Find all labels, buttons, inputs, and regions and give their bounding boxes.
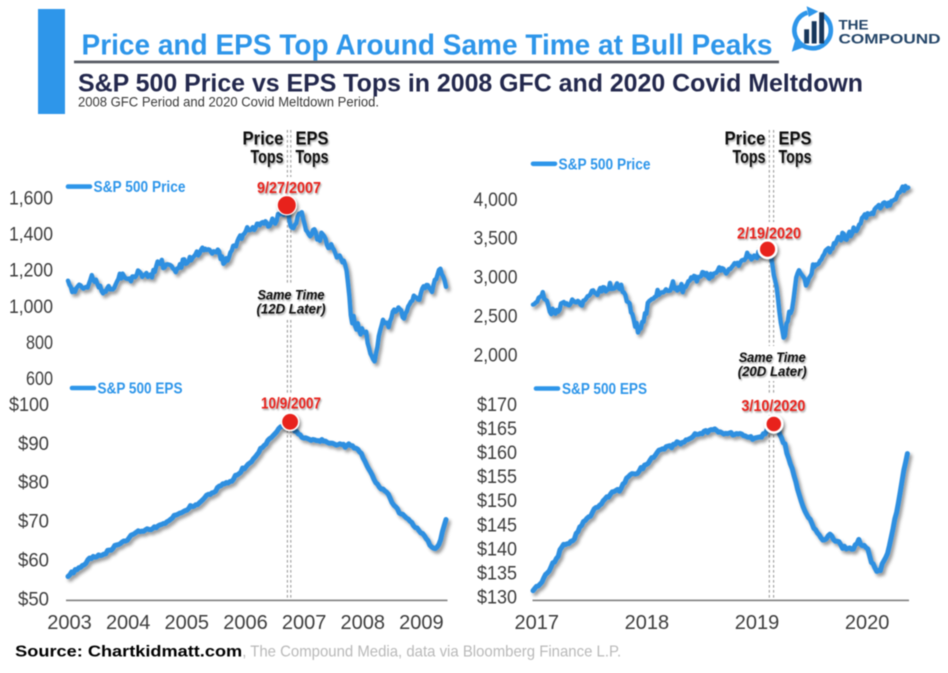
svg-text:$60: $60 — [18, 550, 49, 572]
svg-text:2019: 2019 — [735, 612, 780, 634]
svg-text:2017: 2017 — [515, 612, 560, 634]
svg-text:$135: $135 — [477, 563, 517, 585]
svg-text:$170: $170 — [477, 394, 517, 416]
svg-text:2009: 2009 — [399, 612, 444, 634]
svg-text:2018: 2018 — [625, 612, 670, 634]
svg-text:4,000: 4,000 — [474, 189, 518, 211]
svg-text:1,000: 1,000 — [9, 296, 53, 318]
svg-text:, The Compound Media, data via: , The Compound Media, data via Bloomberg… — [242, 644, 621, 661]
svg-text:$155: $155 — [477, 466, 517, 488]
svg-text:2004: 2004 — [106, 612, 151, 634]
svg-text:Tops: Tops — [779, 147, 812, 167]
svg-text:2005: 2005 — [165, 612, 210, 634]
svg-text:EPS: EPS — [296, 129, 329, 149]
svg-text:EPS: EPS — [779, 129, 812, 149]
svg-text:(12D Later): (12D Later) — [257, 302, 326, 317]
svg-text:10/9/2007: 10/9/2007 — [261, 396, 321, 413]
svg-text:$80: $80 — [18, 471, 49, 493]
svg-text:$160: $160 — [477, 442, 517, 464]
svg-text:Price: Price — [725, 129, 766, 149]
svg-text:2008 GFC Period and 2020 Covid: 2008 GFC Period and 2020 Covid Meltdown … — [78, 94, 379, 110]
svg-text:$70: $70 — [18, 510, 49, 532]
svg-text:3,500: 3,500 — [474, 228, 518, 250]
svg-text:$140: $140 — [477, 538, 517, 560]
svg-text:3/10/2020: 3/10/2020 — [741, 398, 805, 415]
svg-text:9/27/2007: 9/27/2007 — [257, 180, 321, 197]
svg-text:Tops: Tops — [251, 147, 284, 167]
svg-text:$165: $165 — [477, 418, 517, 440]
svg-text:1,600: 1,600 — [9, 188, 53, 210]
svg-text:2007: 2007 — [282, 612, 327, 634]
svg-text:800: 800 — [26, 332, 53, 354]
svg-text:$50: $50 — [18, 588, 49, 610]
svg-text:Source: Chartkidmatt.com: Source: Chartkidmatt.com — [15, 644, 242, 661]
svg-text:1,200: 1,200 — [9, 260, 53, 282]
svg-text:$90: $90 — [18, 433, 49, 455]
svg-text:Price and EPS Top Around Same: Price and EPS Top Around Same Time at Bu… — [82, 30, 773, 62]
svg-text:Same Time: Same Time — [739, 350, 806, 365]
svg-text:2006: 2006 — [223, 612, 268, 634]
svg-text:$100: $100 — [9, 394, 49, 416]
svg-text:3,000: 3,000 — [474, 267, 518, 289]
svg-text:Tops: Tops — [733, 147, 766, 167]
svg-text:2003: 2003 — [47, 612, 92, 634]
svg-text:$150: $150 — [477, 490, 517, 512]
svg-text:Tops: Tops — [296, 147, 329, 167]
svg-text:600: 600 — [26, 368, 53, 390]
svg-text:2008: 2008 — [341, 612, 386, 634]
svg-text:2,000: 2,000 — [474, 344, 518, 366]
svg-text:THE: THE — [839, 16, 869, 32]
svg-text:$130: $130 — [477, 587, 517, 609]
svg-text:Price: Price — [243, 129, 284, 149]
svg-text:S&P 500 EPS: S&P 500 EPS — [562, 381, 647, 398]
svg-text:S&P 500 Price: S&P 500 Price — [94, 179, 186, 196]
svg-text:S&P 500 EPS: S&P 500 EPS — [98, 381, 183, 398]
svg-text:COMPOUND: COMPOUND — [839, 31, 941, 47]
svg-text:2/19/2020: 2/19/2020 — [737, 226, 801, 243]
svg-text:S&P 500 Price vs EPS Tops in 2: S&P 500 Price vs EPS Tops in 2008 GFC an… — [78, 69, 863, 97]
svg-text:2,500: 2,500 — [474, 305, 518, 327]
svg-text:1,400: 1,400 — [9, 224, 53, 246]
svg-text:2020: 2020 — [845, 612, 890, 634]
svg-text:S&P 500 Price: S&P 500 Price — [559, 156, 651, 173]
svg-text:(20D Later): (20D Later) — [738, 364, 807, 379]
svg-text:Same Time: Same Time — [258, 288, 325, 303]
svg-text:$145: $145 — [477, 514, 517, 536]
